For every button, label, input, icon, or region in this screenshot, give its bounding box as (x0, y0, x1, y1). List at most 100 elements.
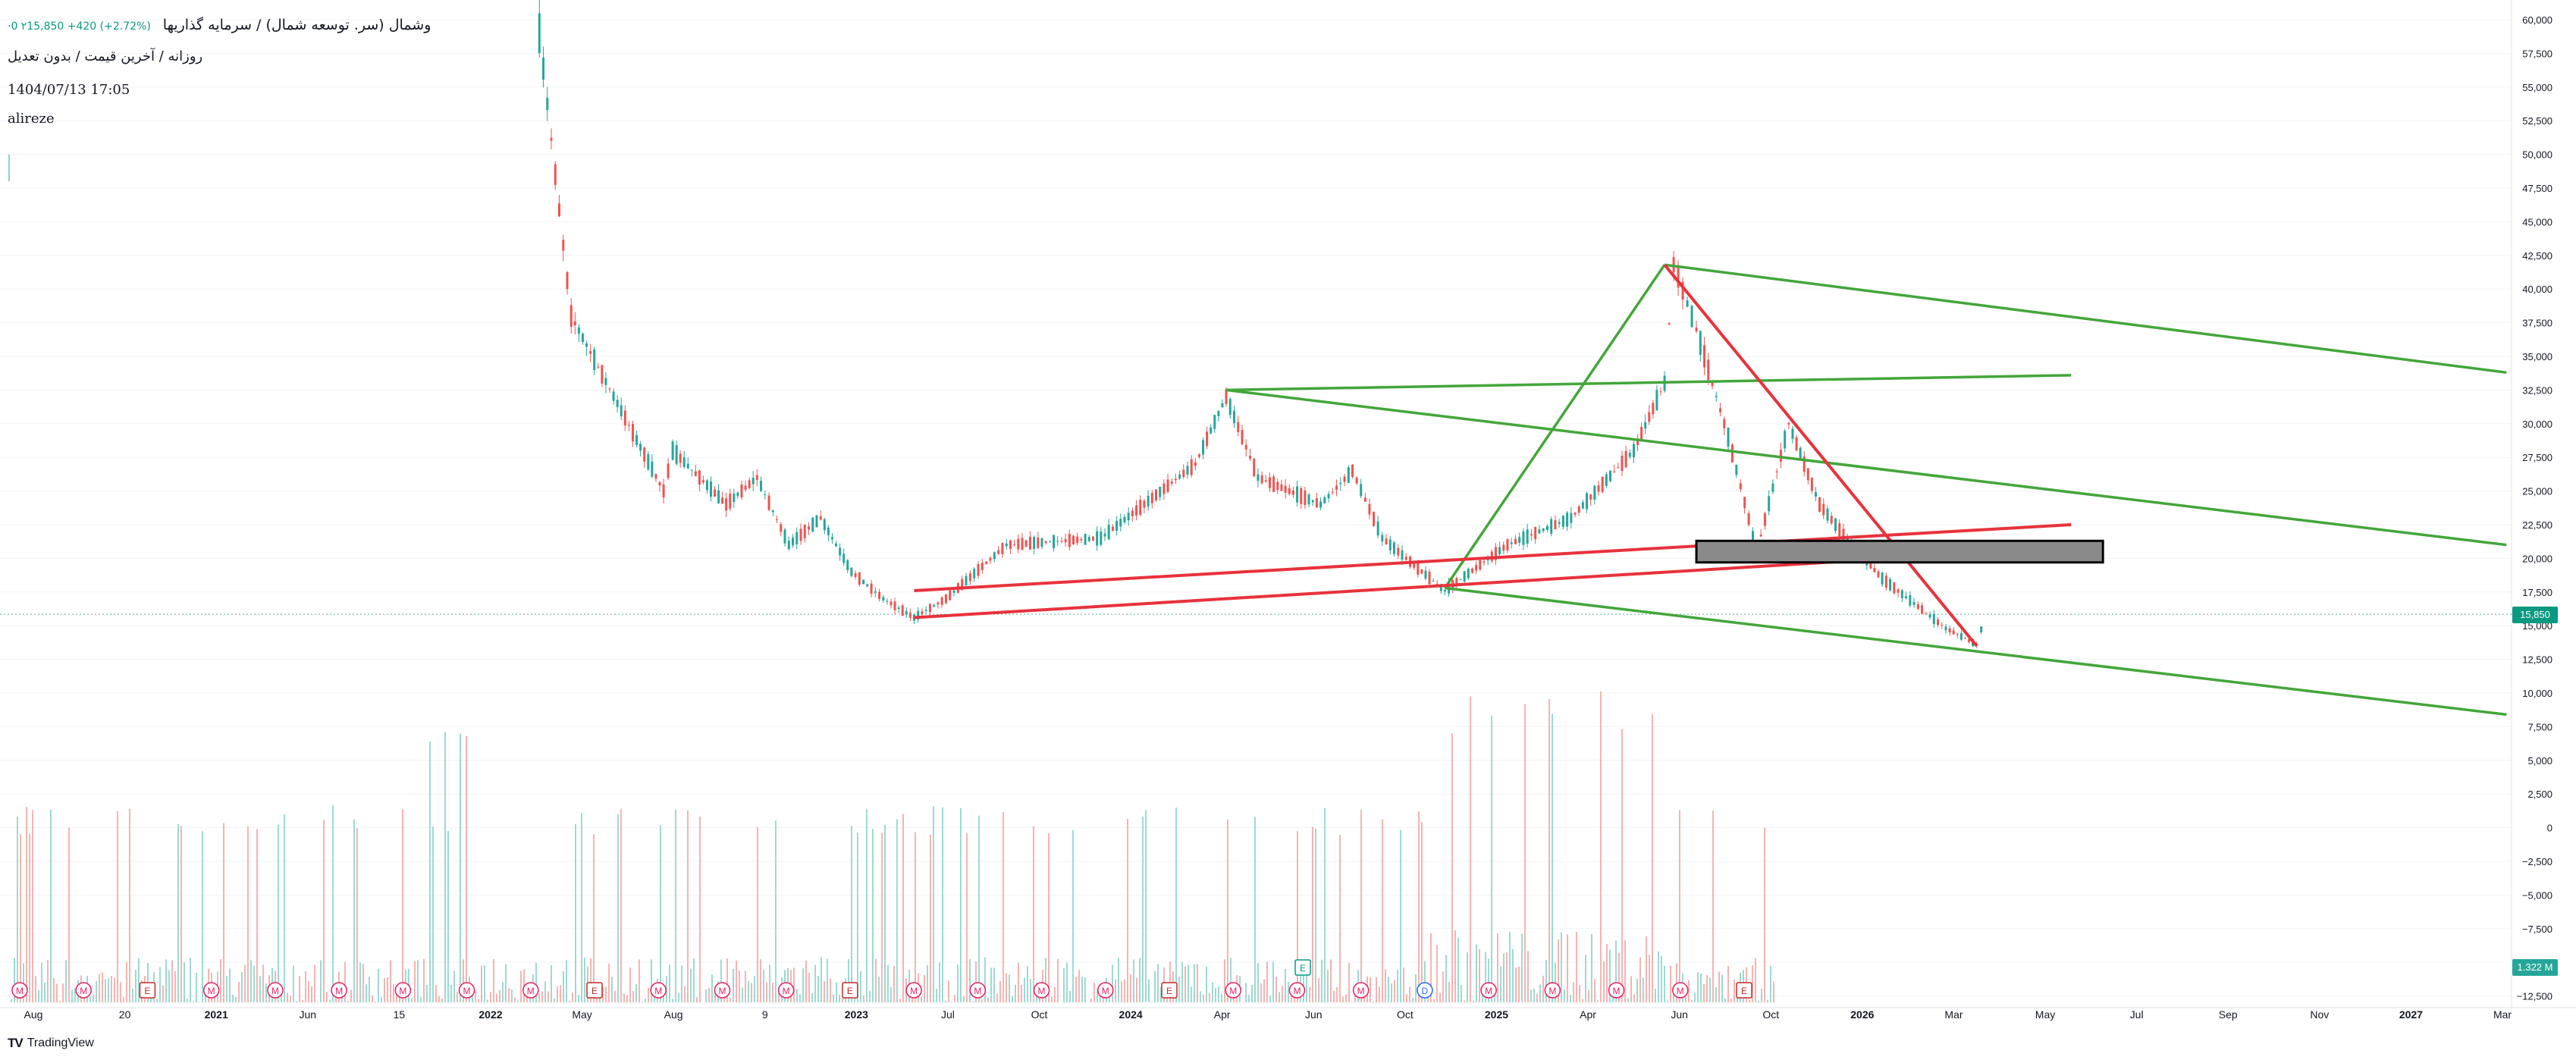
marker-letter: M (974, 986, 981, 996)
volume-bar (842, 998, 843, 1002)
volume-bar (1497, 933, 1498, 1002)
volume-bar (1160, 986, 1162, 1002)
volume-bar (441, 998, 443, 1002)
volume-bar (1570, 995, 1571, 1002)
time-tick-label: Aug (24, 1008, 43, 1021)
candle-body (1428, 571, 1431, 585)
price-tick-label: 2,500 (2527, 789, 2552, 800)
volume-bar (302, 1000, 303, 1002)
volume-bar (1009, 974, 1010, 1002)
volume-bar (62, 983, 64, 1002)
volume-bar (1400, 829, 1401, 1002)
candle-body (1417, 562, 1420, 575)
volume-bar (1315, 828, 1316, 1002)
time-tick-label: 2027 (2399, 1008, 2423, 1021)
volume-bar (426, 985, 428, 1002)
event-marker-m: M (905, 982, 922, 999)
volume-bar (990, 967, 992, 1002)
candle-body (1791, 428, 1794, 439)
green-trendline (1225, 374, 2072, 392)
candle-body (1327, 494, 1330, 499)
volume-bar (1145, 810, 1147, 1002)
volume-bar (1321, 959, 1323, 1002)
event-markers: M M E M M M M M M E M M M E M M M M E M M M D M M M M E E (11, 959, 1752, 999)
candle-body (1877, 571, 1880, 578)
volume-bar (1652, 713, 1653, 1002)
marker-circle (1480, 982, 1497, 999)
price-tick-label: 60,000 (2522, 14, 2552, 26)
volume-bar (1506, 952, 1508, 1002)
volume-bar (429, 741, 431, 1002)
earnings-marker-high (1294, 959, 1311, 976)
volume-bar (53, 978, 55, 1002)
candle-body (1759, 535, 1762, 537)
volume-bar (347, 1000, 349, 1002)
event-marker-e: E (1736, 982, 1752, 999)
candle-body (842, 554, 846, 563)
candle-body (1343, 476, 1346, 482)
candle-body (882, 597, 885, 601)
volume-bar (505, 964, 507, 1002)
symbol-title[interactable]: وشمال (سر. توسعه شمال) / سرمایه گذاریها (162, 17, 431, 33)
volume-bar (1524, 704, 1526, 1002)
price-tick-label: 25,000 (2522, 486, 2552, 497)
volume-bar (639, 959, 640, 1002)
volume-bar (1600, 691, 1602, 1002)
volume-bar (278, 824, 279, 1002)
volume-bar (590, 958, 591, 1002)
volume-bar (1006, 973, 1007, 1002)
time-tick-label: Jun (1671, 1008, 1688, 1021)
candle-body (1803, 456, 1806, 472)
candle-body (1494, 547, 1497, 560)
candle-body (1763, 513, 1766, 526)
event-marker-m: M (1097, 982, 1114, 999)
volume-bar (235, 996, 237, 1002)
volume-bar (123, 996, 124, 1002)
candle-body (1538, 529, 1541, 534)
volume-bar (1263, 979, 1265, 1002)
event-marker-m: M (267, 982, 284, 999)
volume-bar (423, 958, 425, 1002)
candle-body (566, 272, 569, 290)
candle-body (1959, 633, 1963, 640)
candle-body (893, 601, 896, 610)
volume-bar (417, 960, 419, 1002)
price-tick-label: 40,000 (2522, 284, 2552, 295)
volume-bar (520, 971, 522, 1002)
event-marker-e: E (842, 982, 858, 999)
tradingview-logo[interactable]: TV TradingView (8, 1036, 94, 1051)
volume-bar (1521, 933, 1523, 1002)
marker-circle (1352, 982, 1370, 999)
volume-bar (432, 826, 434, 1002)
candle-body (1257, 474, 1260, 481)
volume-bar (1306, 964, 1307, 1002)
volume-bar (187, 999, 188, 1002)
marker-letter: E (847, 986, 853, 996)
volume-bar (860, 971, 861, 1002)
volume-bar (1012, 996, 1013, 1002)
volume-bar (1676, 963, 1677, 1002)
volume-bar (135, 969, 136, 1002)
volume-bar (366, 984, 367, 1002)
volume-bar (1075, 977, 1077, 1002)
volume-bar (23, 963, 24, 1002)
volume-bar (265, 983, 267, 1002)
volume-bar (915, 832, 916, 1002)
volume-bar (1579, 985, 1580, 1002)
volume-bar (1630, 976, 1632, 1002)
price-tick-label: 57,500 (2522, 48, 2552, 59)
candle-body (1893, 582, 1896, 594)
volume-bar (1618, 952, 1620, 1002)
volume-bar (1379, 986, 1380, 1002)
volume-bar (35, 976, 36, 1002)
volume-bar (1694, 993, 1696, 1002)
candle-body (952, 590, 955, 593)
volume-bar (538, 993, 540, 1002)
candle-body (1715, 396, 1718, 398)
time-tick-label: 2021 (205, 1008, 228, 1021)
volume-bar (902, 814, 904, 1002)
candle-body (1522, 531, 1525, 545)
candle-body (729, 494, 732, 509)
volume-bar (481, 965, 482, 1002)
